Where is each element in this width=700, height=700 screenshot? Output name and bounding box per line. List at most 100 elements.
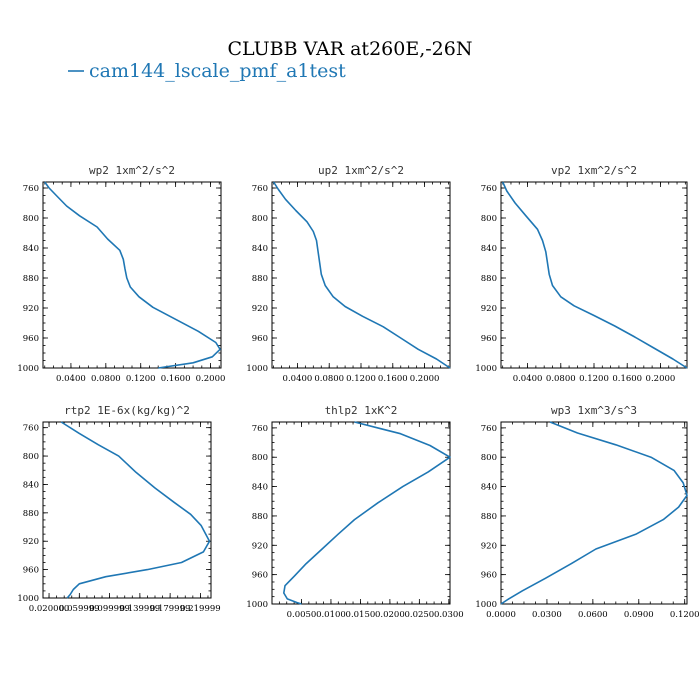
x-tick-label: 0.2000 xyxy=(410,374,440,384)
panel-3: vp2 1xm^2/s^2 0.0400 0.0800 0.1200 0.1600 0.2… xyxy=(475,164,688,384)
x-tick-label: 0.0800 xyxy=(91,374,121,384)
x-tick-label: 0.1600 xyxy=(378,374,408,384)
x-tick-label: 0.1200 xyxy=(126,374,156,384)
y-tick-label: 800 xyxy=(481,214,497,224)
y-tick-label: 760 xyxy=(481,184,497,194)
x-tick-label: 0.0800 xyxy=(314,374,344,384)
y-tick-label: 1000 xyxy=(246,364,268,374)
y-tick-label: 880 xyxy=(23,509,39,519)
y-tick-label: 1000 xyxy=(475,364,497,374)
y-tick-label: 960 xyxy=(252,334,268,344)
panel-6: wp3 1xm^3/s^3 0.0000 0.0300 0.0600 0.0900 0.1… xyxy=(475,404,699,620)
x-tick-label: 0.219999 xyxy=(180,604,221,614)
x-tick-label: 0.059999 xyxy=(59,604,100,614)
y-tick-label: 1000 xyxy=(17,594,39,604)
legend-label: cam144_lscale_pmf_a1test xyxy=(89,60,346,82)
series-line xyxy=(500,421,688,605)
x-tick-label: 0.1200 xyxy=(670,610,700,620)
figure-title: CLUBB VAR at260E,-26N xyxy=(228,38,473,60)
x-tick-label: 0.2000 xyxy=(646,374,676,384)
panels-group: wp2 1xm^2/s^20.0400 0.0800 0.1200 0.1600 0.2… xyxy=(17,164,699,620)
plot-frame xyxy=(42,181,222,369)
y-tick-label: 760 xyxy=(23,424,39,434)
y-tick-label: 880 xyxy=(481,512,497,522)
y-tick-label: 840 xyxy=(23,480,39,490)
plot-frame xyxy=(500,421,688,605)
x-tick-label: 0.0300 xyxy=(532,610,562,620)
x-tick-label: 0.0300 xyxy=(434,610,464,620)
panel-title: up2 1xm^2/s^2 xyxy=(318,164,404,177)
plot-frame xyxy=(271,421,451,605)
y-tick-label: 760 xyxy=(481,424,497,434)
series-line xyxy=(272,181,451,369)
y-tick-label: 1000 xyxy=(17,364,39,374)
y-tick-label: 920 xyxy=(23,537,39,547)
x-tick-label: 0.139999 xyxy=(120,604,161,614)
y-tick-label: 920 xyxy=(481,304,497,314)
y-tick-label: 800 xyxy=(23,452,39,462)
y-tick-label: 1000 xyxy=(475,600,497,610)
x-tick-label: 0.0250 xyxy=(404,610,434,620)
y-tick-label: 840 xyxy=(23,244,39,254)
y-tick-label: 960 xyxy=(481,571,497,581)
y-tick-label: 880 xyxy=(252,274,268,284)
panel-title: wp3 1xm^3/s^3 xyxy=(551,404,637,417)
y-tick-label: 920 xyxy=(252,541,268,551)
y-tick-label: 920 xyxy=(252,304,268,314)
panel-1: wp2 1xm^2/s^2 0.0400 0.0800 0.1200 0.1600 0.2… xyxy=(17,164,225,384)
x-tick-label: 0.1600 xyxy=(612,374,642,384)
panel-title: rtp2 1E-6x(kg/kg)^2 xyxy=(64,404,190,417)
series-line xyxy=(44,181,221,369)
y-tick-label: 880 xyxy=(23,274,39,284)
x-tick-label: 0.0900 xyxy=(624,610,654,620)
panel-2: up2 1xm^2/s^2 0.0400 0.0800 0.1200 0.1600 0.2… xyxy=(246,164,451,384)
y-tick-label: 960 xyxy=(23,566,39,576)
x-tick-label: 0.2000 xyxy=(196,374,226,384)
x-tick-label: 0.179999 xyxy=(150,604,191,614)
y-tick-label: 960 xyxy=(481,334,497,344)
x-tick-label: 0.020000 xyxy=(29,604,70,614)
y-tick-label: 840 xyxy=(481,483,497,493)
y-tick-label: 920 xyxy=(481,541,497,551)
x-tick-label: 0.0400 xyxy=(56,374,86,384)
y-tick-label: 800 xyxy=(252,214,268,224)
x-tick-label: 0.1200 xyxy=(579,374,609,384)
y-tick-label: 960 xyxy=(252,571,268,581)
x-tick-label: 0.0800 xyxy=(546,374,576,384)
panel-title: vp2 1xm^2/s^2 xyxy=(551,164,637,177)
plot-frame xyxy=(500,181,688,369)
y-tick-label: 920 xyxy=(23,304,39,314)
y-tick-label: 840 xyxy=(252,244,268,254)
panel-title: thlp2 1xK^2 xyxy=(325,404,398,417)
x-tick-label: 0.0150 xyxy=(346,610,376,620)
x-tick-label: 0.0050 xyxy=(287,610,317,620)
series-line xyxy=(501,181,688,369)
x-tick-label: 0.1200 xyxy=(346,374,376,384)
y-tick-label: 840 xyxy=(252,483,268,493)
x-tick-label: 0.0100 xyxy=(316,610,346,620)
panel-title: wp2 1xm^2/s^2 xyxy=(89,164,175,177)
series-line xyxy=(282,421,451,605)
y-tick-label: 960 xyxy=(23,334,39,344)
x-tick-label: 0.0600 xyxy=(578,610,608,620)
panel-5: thlp2 1xK^2 0.0050 0.0100 0.0150 0.0200 0.025… xyxy=(246,404,463,620)
panel-4: rtp2 1E-6x(kg/kg)^2 0.0200000.0599990.099… xyxy=(17,404,220,614)
x-tick-label: 0.099999 xyxy=(89,604,130,614)
y-tick-label: 760 xyxy=(252,184,268,194)
x-tick-label: 0.0400 xyxy=(513,374,543,384)
series-line xyxy=(60,421,211,599)
x-tick-label: 0.0200 xyxy=(375,610,405,620)
y-tick-label: 800 xyxy=(23,214,39,224)
y-tick-label: 800 xyxy=(481,453,497,463)
plot-frame xyxy=(42,421,212,599)
x-tick-label: 0.1600 xyxy=(161,374,191,384)
y-tick-label: 760 xyxy=(23,184,39,194)
plot-frame xyxy=(271,181,451,369)
y-tick-label: 800 xyxy=(252,453,268,463)
y-tick-label: 760 xyxy=(252,424,268,434)
y-tick-label: 880 xyxy=(252,512,268,522)
y-tick-label: 840 xyxy=(481,244,497,254)
y-tick-label: 880 xyxy=(481,274,497,284)
x-tick-label: 0.0400 xyxy=(283,374,313,384)
